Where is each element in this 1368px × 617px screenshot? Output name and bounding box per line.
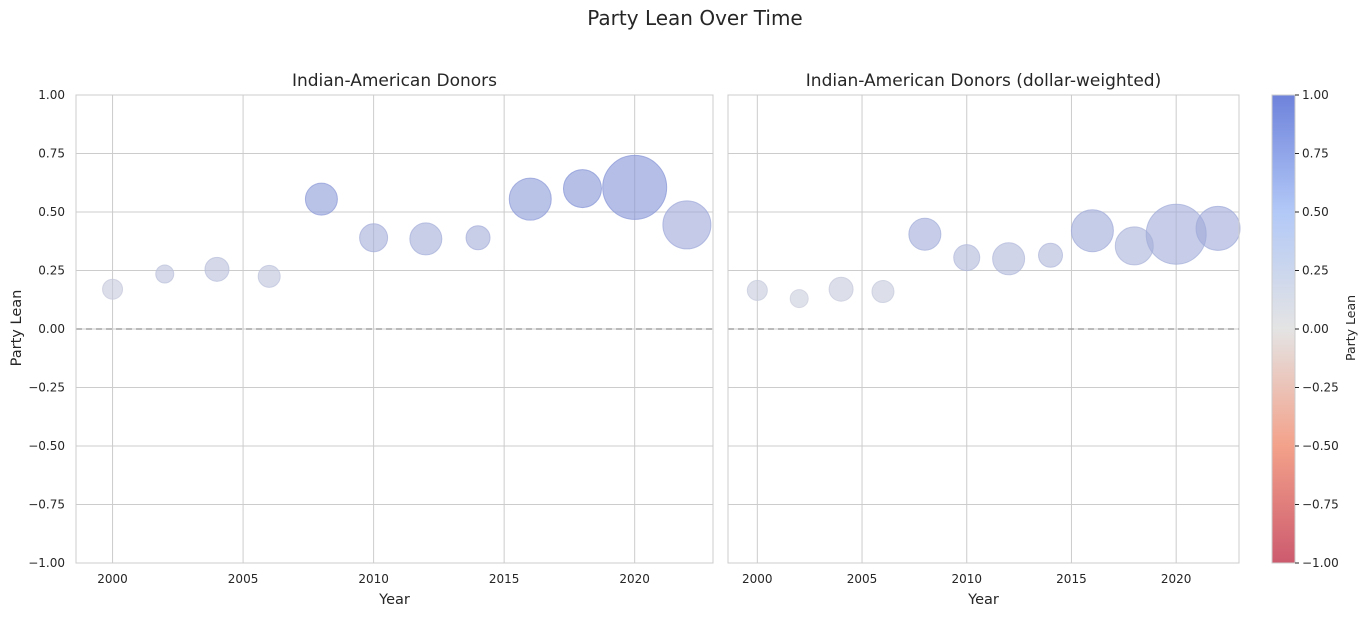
colorbar-tick-label: −1.00 [1302,556,1339,570]
scatter-point [359,223,389,253]
left-x-tick-labels: 2000 2005 2010 2015 2020 [97,572,650,586]
right-panel-title: Indian-American Donors (dollar-weighted) [806,71,1161,91]
left-panel-title: Indian-American Donors [292,71,497,91]
right-x-axis-label: Year [967,592,999,608]
scatter-point [602,154,668,220]
x-tick-label: 2020 [1161,572,1192,586]
colorbar-tick-label: 1.00 [1302,88,1329,102]
scatter-point [465,225,491,251]
figure-title: Party Lean Over Time [587,6,802,30]
scatter-point [1038,242,1064,268]
scatter-point [746,279,768,301]
left-y-tick-labels: 1.00 0.75 0.50 0.25 0.00 −0.25 −0.50 −0.75 −1.00 [28,88,65,570]
colorbar: 1.00 0.75 0.50 0.25 0.00 −0.25 −0.50 −0.75 −1.00… [1271,88,1358,570]
colorbar-tick-label: 0.75 [1302,147,1329,161]
scatter-point [1195,205,1241,251]
colorbar-tick-label: −0.25 [1302,381,1339,395]
scatter-point [102,278,124,300]
left-x-axis-label: Year [378,592,410,608]
x-tick-label: 2000 [97,572,128,586]
colorbar-gradient [1272,95,1295,563]
left-panel-frame [75,94,714,564]
colorbar-tick-label: 0.50 [1302,205,1329,219]
colorbar-tick-label: 0.00 [1302,322,1329,336]
x-tick-label: 2005 [228,572,259,586]
colorbar-tick-label: −0.50 [1302,439,1339,453]
scatter-point [562,169,602,209]
scatter-point [828,276,854,302]
scatter-point [304,182,338,216]
scatter-point [662,200,712,250]
colorbar-ticks: 1.00 0.75 0.50 0.25 0.00 −0.25 −0.50 −0.75 −1.00 [1295,88,1339,570]
colorbar-label: Party Lean [1343,295,1358,361]
scatter-point [871,280,895,304]
right-panel-frame [727,94,1240,564]
x-tick-label: 2020 [619,572,650,586]
colorbar-tick-label: 0.25 [1302,264,1329,278]
y-tick-label: 1.00 [38,88,65,102]
right-panel: Indian-American Donors (dollar-weighted)… [727,71,1241,608]
y-tick-label: −1.00 [28,556,65,570]
x-tick-label: 2000 [742,572,773,586]
left-panel-points [102,154,712,300]
x-tick-label: 2010 [358,572,389,586]
scatter-point [204,256,230,282]
x-tick-label: 2005 [847,572,878,586]
scatter-point [1070,209,1114,253]
y-tick-label: 0.25 [38,264,65,278]
y-tick-label: −0.25 [28,381,65,395]
colorbar-tick-label: −0.75 [1302,498,1339,512]
right-panel-points [746,203,1241,309]
scatter-point [409,222,443,256]
left-panel: Indian-American Donors 2000 2005 2010 2015 2… [9,71,714,608]
y-tick-label: 0.75 [38,147,65,161]
scatter-point [992,242,1026,276]
y-tick-label: −0.75 [28,498,65,512]
scatter-point [257,264,281,288]
x-tick-label: 2015 [489,572,520,586]
x-tick-label: 2015 [1056,572,1087,586]
y-tick-label: 0.50 [38,205,65,219]
scatter-point [908,217,942,251]
y-tick-label: −0.50 [28,439,65,453]
x-tick-label: 2010 [951,572,982,586]
scatter-point [953,244,981,272]
right-x-tick-labels: 2000 2005 2010 2015 2020 [742,572,1191,586]
scatter-point [155,264,175,284]
scatter-point [789,289,809,309]
left-y-axis-label: Party Lean [9,290,25,367]
y-tick-label: 0.00 [38,322,65,336]
scatter-point [508,177,552,221]
